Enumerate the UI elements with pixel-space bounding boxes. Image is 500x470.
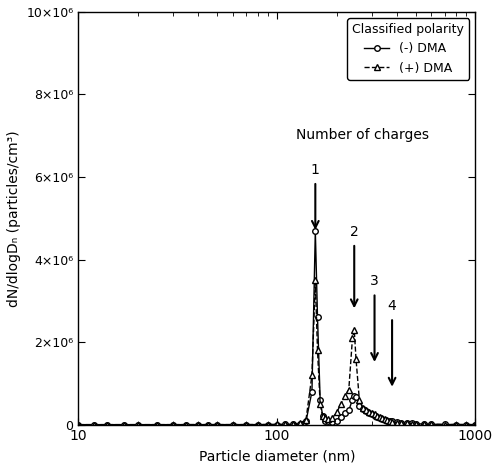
- (-) DMA: [380, 416, 386, 422]
- (-) DMA: [312, 228, 318, 234]
- Text: 1: 1: [311, 163, 320, 177]
- (+) DMA: [104, 422, 110, 427]
- Y-axis label: dN/dlogDₙ (particles/cm³): dN/dlogDₙ (particles/cm³): [7, 130, 21, 306]
- (+) DMA: [274, 422, 280, 427]
- Text: 2: 2: [350, 225, 358, 239]
- (-) DMA: [346, 407, 352, 413]
- (-) DMA: [104, 422, 110, 427]
- Text: 3: 3: [370, 274, 379, 289]
- (+) DMA: [76, 422, 82, 427]
- (+) DMA: [312, 277, 318, 283]
- Text: Number of charges: Number of charges: [296, 128, 429, 142]
- (+) DMA: [170, 422, 176, 427]
- Line: (-) DMA: (-) DMA: [76, 228, 478, 427]
- (-) DMA: [170, 422, 176, 427]
- Line: (+) DMA: (+) DMA: [76, 277, 478, 427]
- (+) DMA: [380, 415, 386, 421]
- (+) DMA: [346, 387, 352, 392]
- (-) DMA: [76, 422, 82, 427]
- Legend: (-) DMA, (+) DMA: (-) DMA, (+) DMA: [348, 18, 469, 80]
- (-) DMA: [205, 422, 211, 427]
- (-) DMA: [274, 422, 280, 427]
- Text: 4: 4: [388, 299, 396, 313]
- (-) DMA: [472, 422, 478, 427]
- X-axis label: Particle diameter (nm): Particle diameter (nm): [198, 449, 355, 463]
- (+) DMA: [472, 422, 478, 427]
- (+) DMA: [205, 422, 211, 427]
